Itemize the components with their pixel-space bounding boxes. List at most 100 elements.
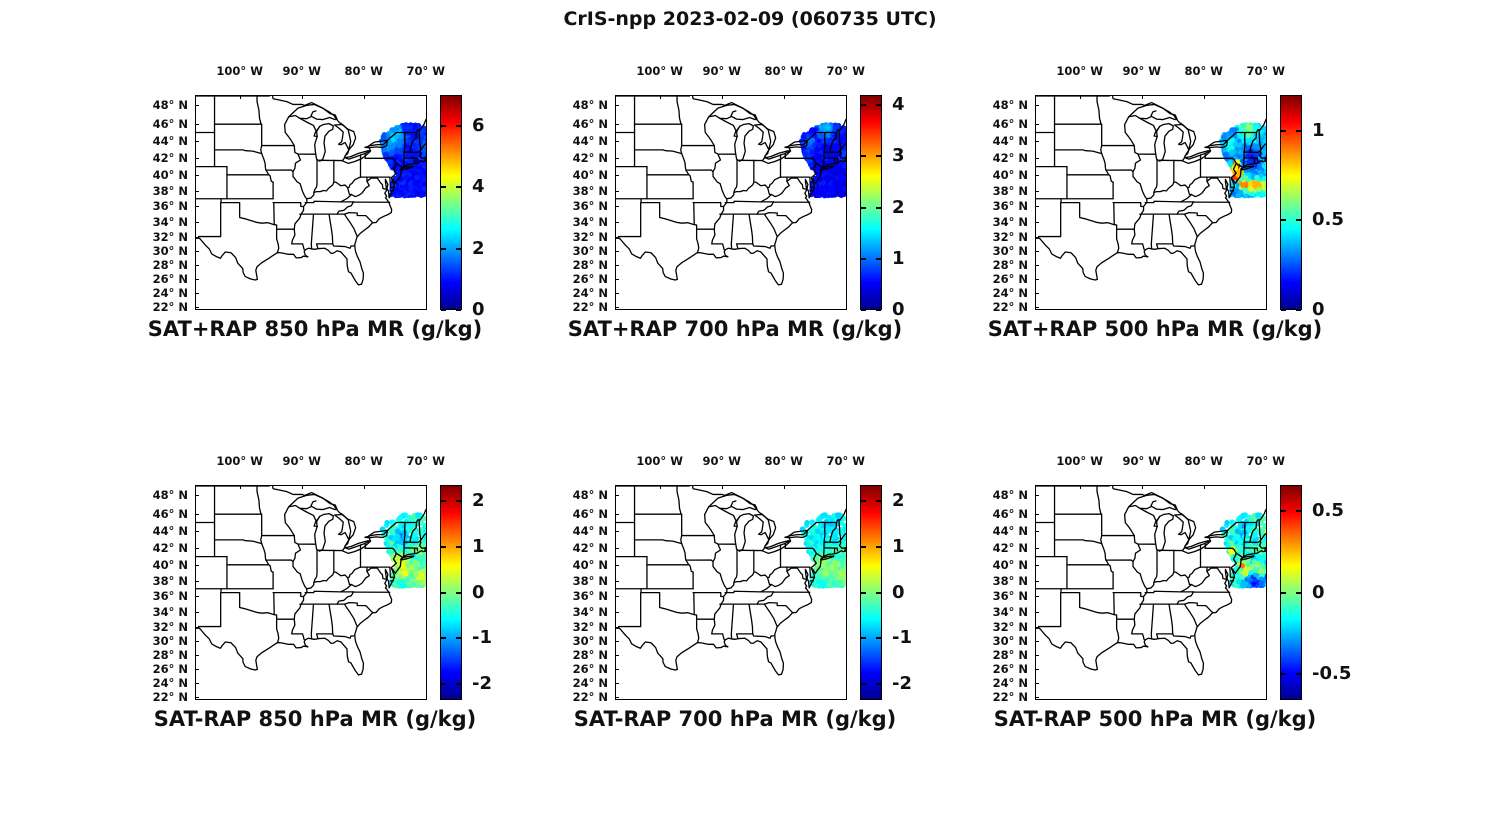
latitude-tick-label: 38° N — [572, 183, 608, 198]
panel-title: SAT-RAP 500 hPa MR (g/kg) — [993, 707, 1317, 731]
latitude-tick-label: 36° N — [572, 589, 608, 604]
longitude-tick-label: 90° W — [282, 64, 321, 78]
latitude-tick-label: 42° N — [152, 151, 188, 166]
latitude-tick-label: 30° N — [152, 634, 188, 649]
latitude-tick-label: 22° N — [572, 689, 608, 704]
map-canvas — [195, 95, 427, 310]
colorbar-tick-label: 3 — [892, 145, 905, 167]
latitude-tick-label: 32° N — [572, 619, 608, 634]
longitude-tick-label: 100° W — [216, 454, 263, 468]
colorbar-tick — [861, 637, 866, 640]
colorbar-tick — [1281, 591, 1286, 594]
latitude-tick-label: 48° N — [992, 488, 1028, 503]
latitude-tick-label: 46° N — [572, 116, 608, 131]
latitude-tick-label: 22° N — [992, 299, 1028, 314]
colorbar-tick — [861, 257, 866, 260]
longitude-tick-label: 90° W — [1122, 64, 1161, 78]
colorbar-tick-label: -0.5 — [1312, 662, 1352, 684]
colorbar-tick — [861, 682, 866, 685]
colorbar-tick — [1281, 510, 1286, 513]
latitude-tick-label: 46° N — [152, 506, 188, 521]
colorbar-tick — [876, 682, 881, 685]
latitude-tick-label: 24° N — [992, 676, 1028, 691]
colorbar-tick — [861, 104, 866, 107]
latitude-tick-label: 26° N — [572, 272, 608, 287]
colorbar-tick-label: 2 — [892, 196, 905, 218]
map-canvas — [615, 485, 847, 700]
map-plot-area — [1035, 95, 1267, 310]
latitude-tick-label: 40° N — [572, 167, 608, 182]
colorbar-tick — [441, 591, 446, 594]
latitude-tick-label: 44° N — [572, 524, 608, 539]
colorbar-tick-label: 0 — [1312, 299, 1325, 320]
colorbar-tick-label: 1 — [1312, 119, 1325, 141]
map-plot-area — [615, 95, 847, 310]
map-plot-area — [1035, 485, 1267, 700]
latitude-tick-label: 24° N — [992, 286, 1028, 301]
latitude-tick-label: 24° N — [152, 676, 188, 691]
panel-title: SAT-RAP 850 hPa MR (g/kg) — [153, 707, 477, 731]
colorbar — [860, 95, 882, 310]
latitude-tick-label: 36° N — [152, 589, 188, 604]
latitude-tick-label: 24° N — [572, 286, 608, 301]
colorbar-tick — [441, 500, 446, 502]
colorbar-tick — [441, 309, 446, 311]
latitude-tick-label: 40° N — [992, 557, 1028, 572]
latitude-tick-label: 38° N — [992, 183, 1028, 198]
colorbar-tick — [456, 682, 461, 685]
colorbar-tick-label: 4 — [892, 94, 905, 116]
latitude-tick-label: 48° N — [572, 488, 608, 503]
colorbar-tick-label: 1 — [472, 535, 485, 557]
colorbar-tick — [456, 124, 461, 127]
colorbar-tick — [1296, 672, 1301, 675]
latitude-tick-label: 22° N — [572, 299, 608, 314]
latitude-tick-label: 32° N — [572, 229, 608, 244]
colorbar-tick — [1281, 672, 1286, 675]
latitude-tick-label: 38° N — [152, 573, 188, 588]
latitude-tick-label: 28° N — [572, 258, 608, 273]
map-panel: 100° W 90° W 80° W 70° W 48° N 46° N 44° N 42°… — [540, 445, 930, 745]
latitude-tick-label: 36° N — [992, 589, 1028, 604]
colorbar-tick-label: 0.5 — [1312, 500, 1344, 522]
map-panel: 100° W 90° W 80° W 70° W 48° N 46° N 44° N 42°… — [540, 55, 930, 355]
latitude-tick-label: 22° N — [152, 299, 188, 314]
map-canvas — [1035, 485, 1267, 700]
latitude-tick-label: 34° N — [152, 214, 188, 229]
latitude-tick-label: 28° N — [572, 648, 608, 663]
map-panel: 100° W 90° W 80° W 70° W 48° N 46° N 44° N 42°… — [120, 445, 510, 745]
latitude-tick-label: 40° N — [152, 167, 188, 182]
colorbar-tick-label: 6 — [472, 114, 485, 136]
colorbar-tick-label: 0.5 — [1312, 209, 1344, 231]
map-canvas — [1035, 95, 1267, 310]
latitude-tick-label: 24° N — [572, 676, 608, 691]
longitude-tick-label: 100° W — [216, 64, 263, 78]
colorbar-tick — [1296, 219, 1301, 222]
latitude-tick-label: 46° N — [152, 116, 188, 131]
colorbar-tick-label: -1 — [892, 627, 912, 649]
latitude-tick-label: 38° N — [152, 183, 188, 198]
latitude-tick-label: 42° N — [572, 541, 608, 556]
colorbar-tick — [876, 155, 881, 158]
colorbar-tick — [876, 206, 881, 209]
latitude-tick-label: 30° N — [572, 634, 608, 649]
latitude-tick-label: 32° N — [992, 619, 1028, 634]
latitude-tick-label: 44° N — [992, 524, 1028, 539]
longitude-tick-label: 80° W — [764, 64, 803, 78]
latitude-tick-label: 28° N — [992, 258, 1028, 273]
colorbar-tick — [456, 591, 461, 594]
latitude-tick-label: 44° N — [152, 524, 188, 539]
colorbar-tick — [1281, 129, 1286, 132]
latitude-tick-label: 34° N — [572, 604, 608, 619]
latitude-tick-label: 36° N — [152, 199, 188, 214]
colorbar — [1280, 485, 1302, 700]
colorbar-tick — [876, 257, 881, 260]
colorbar-tick — [1281, 309, 1286, 311]
latitude-tick-label: 26° N — [152, 272, 188, 287]
panel-title: SAT+RAP 850 hPa MR (g/kg) — [147, 317, 483, 341]
map-panel: 100° W 90° W 80° W 70° W 48° N 46° N 44° N 42°… — [960, 445, 1352, 745]
map-plot-area — [195, 485, 427, 700]
colorbar-tick — [441, 682, 446, 685]
latitude-tick-label: 38° N — [572, 573, 608, 588]
colorbar-tick — [441, 545, 446, 548]
latitude-tick-label: 48° N — [152, 98, 188, 113]
